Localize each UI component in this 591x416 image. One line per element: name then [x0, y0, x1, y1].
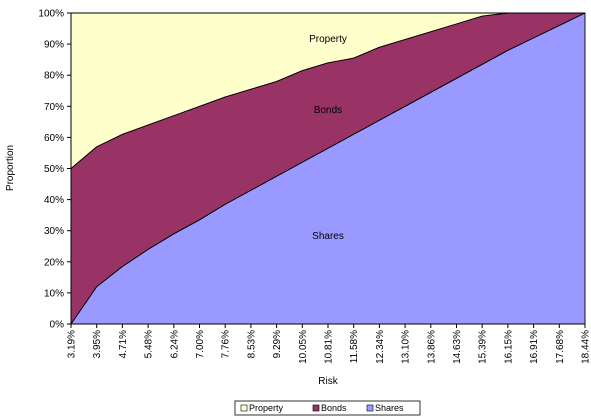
y-tick-labels: 0% 10% 20% 30% 40% 50% 60% 70% 80% 90% 100%: [38, 9, 64, 331]
y-tick-label: 50%: [44, 164, 64, 175]
x-tick-label: 13.10%: [401, 330, 412, 364]
area-label-property: Property: [309, 34, 347, 45]
x-tick-label: 3.95%: [92, 330, 103, 358]
axes-group: [67, 12, 586, 328]
x-axis-title: Risk: [318, 376, 338, 387]
area-label-shares: Shares: [312, 231, 344, 242]
x-tick-label: 7.76%: [221, 330, 232, 358]
y-tick-label: 100%: [38, 9, 64, 20]
x-tick-label: 4.71%: [118, 330, 129, 358]
x-tick-label: 12.34%: [375, 330, 386, 364]
legend-swatch-property: [240, 404, 248, 412]
x-tick-labels: 3.19% 3.95% 4.71% 5.48% 6.24% 7.00% 7.76% 8.53%…: [67, 330, 591, 364]
legend-swatch-bonds: [312, 404, 320, 412]
x-tick-label: 15.39%: [478, 330, 489, 364]
y-tick-label: 80%: [44, 71, 64, 82]
y-tick-label: 90%: [44, 40, 64, 51]
x-tick-label: 16.91%: [529, 330, 540, 364]
y-tick-label: 60%: [44, 133, 64, 144]
y-tick-label: 70%: [44, 102, 64, 113]
x-tick-label: 3.19%: [67, 330, 78, 358]
legend-swatch-shares: [366, 404, 374, 412]
legend-label-property: Property: [249, 403, 284, 413]
area-series-group: [70, 12, 586, 325]
y-axis-title: Proportion: [5, 145, 16, 191]
x-tick-label: 10.05%: [298, 330, 309, 364]
x-tick-label: 5.48%: [144, 330, 155, 358]
legend: Property Bonds Shares: [234, 400, 421, 416]
y-tick-label: 0%: [50, 320, 65, 331]
x-tick-label: 10.81%: [324, 330, 335, 364]
x-tick-label: 11.58%: [349, 330, 360, 363]
x-tick-label: 14.63%: [452, 330, 463, 364]
x-tick-label: 6.24%: [169, 330, 180, 358]
x-tick-label: 17.68%: [555, 330, 566, 364]
legend-frame: [234, 400, 421, 416]
area-property: [70, 12, 586, 169]
x-tick-label: 18.44%: [581, 330, 591, 364]
x-tick-label: 8.53%: [246, 330, 257, 358]
x-tick-label: 7.00%: [195, 330, 206, 358]
x-tick-label: 9.29%: [272, 330, 283, 358]
legend-label-bonds: Bonds: [321, 403, 347, 413]
y-tick-label: 40%: [44, 195, 64, 206]
legend-label-shares: Shares: [375, 403, 404, 413]
y-tick-label: 10%: [44, 288, 64, 299]
x-tick-label: 13.86%: [426, 330, 437, 364]
y-tick-label: 20%: [44, 257, 64, 268]
area-label-bonds: Bonds: [314, 105, 342, 116]
x-tick-label: 16.15%: [503, 330, 514, 364]
y-tick-label: 30%: [44, 226, 64, 237]
